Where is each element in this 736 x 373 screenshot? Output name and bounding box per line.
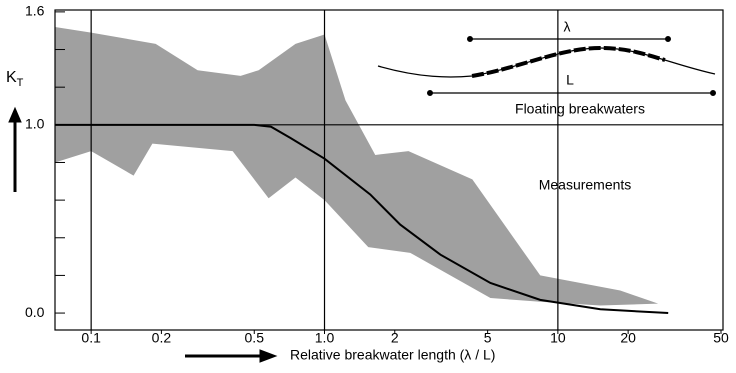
annotation: Floating breakwaters bbox=[515, 101, 645, 117]
x-tick-label: 10 bbox=[550, 330, 566, 346]
x-tick-label: 1.0 bbox=[315, 330, 335, 346]
plot: 0.0 1.0 1.6 0.1 0.2 0.5 1.0 2 5 10 20 50 bbox=[25, 3, 729, 346]
axis-arrows bbox=[8, 106, 278, 363]
annotation: L bbox=[566, 72, 574, 88]
y-axis-label: KT bbox=[6, 69, 24, 89]
y-tick-label: 1.6 bbox=[25, 3, 45, 19]
theory-curve bbox=[55, 123, 669, 315]
y-label-sub: T bbox=[17, 77, 24, 89]
x-tick-label: 0.1 bbox=[81, 330, 101, 346]
annotation: λ bbox=[564, 19, 571, 35]
measurement-band bbox=[55, 26, 659, 306]
x-tick-label: 2 bbox=[391, 330, 399, 346]
x-tick-label: 50 bbox=[713, 330, 729, 346]
plot-frame bbox=[54, 9, 724, 331]
x-tick-label: 5 bbox=[484, 330, 492, 346]
x-tick-label: 20 bbox=[620, 330, 636, 346]
y-tick-label: 0.0 bbox=[25, 304, 45, 320]
x-axis-label: Relative breakwater length (λ / L) bbox=[290, 347, 495, 363]
x-tick-label: 0.2 bbox=[152, 330, 172, 346]
y-label-main: K bbox=[6, 69, 17, 86]
inset-diagram bbox=[377, 36, 716, 96]
annotation: Measurements bbox=[539, 177, 632, 193]
y-tick-label: 1.0 bbox=[25, 116, 45, 132]
x-tick-label: 0.5 bbox=[245, 330, 265, 346]
